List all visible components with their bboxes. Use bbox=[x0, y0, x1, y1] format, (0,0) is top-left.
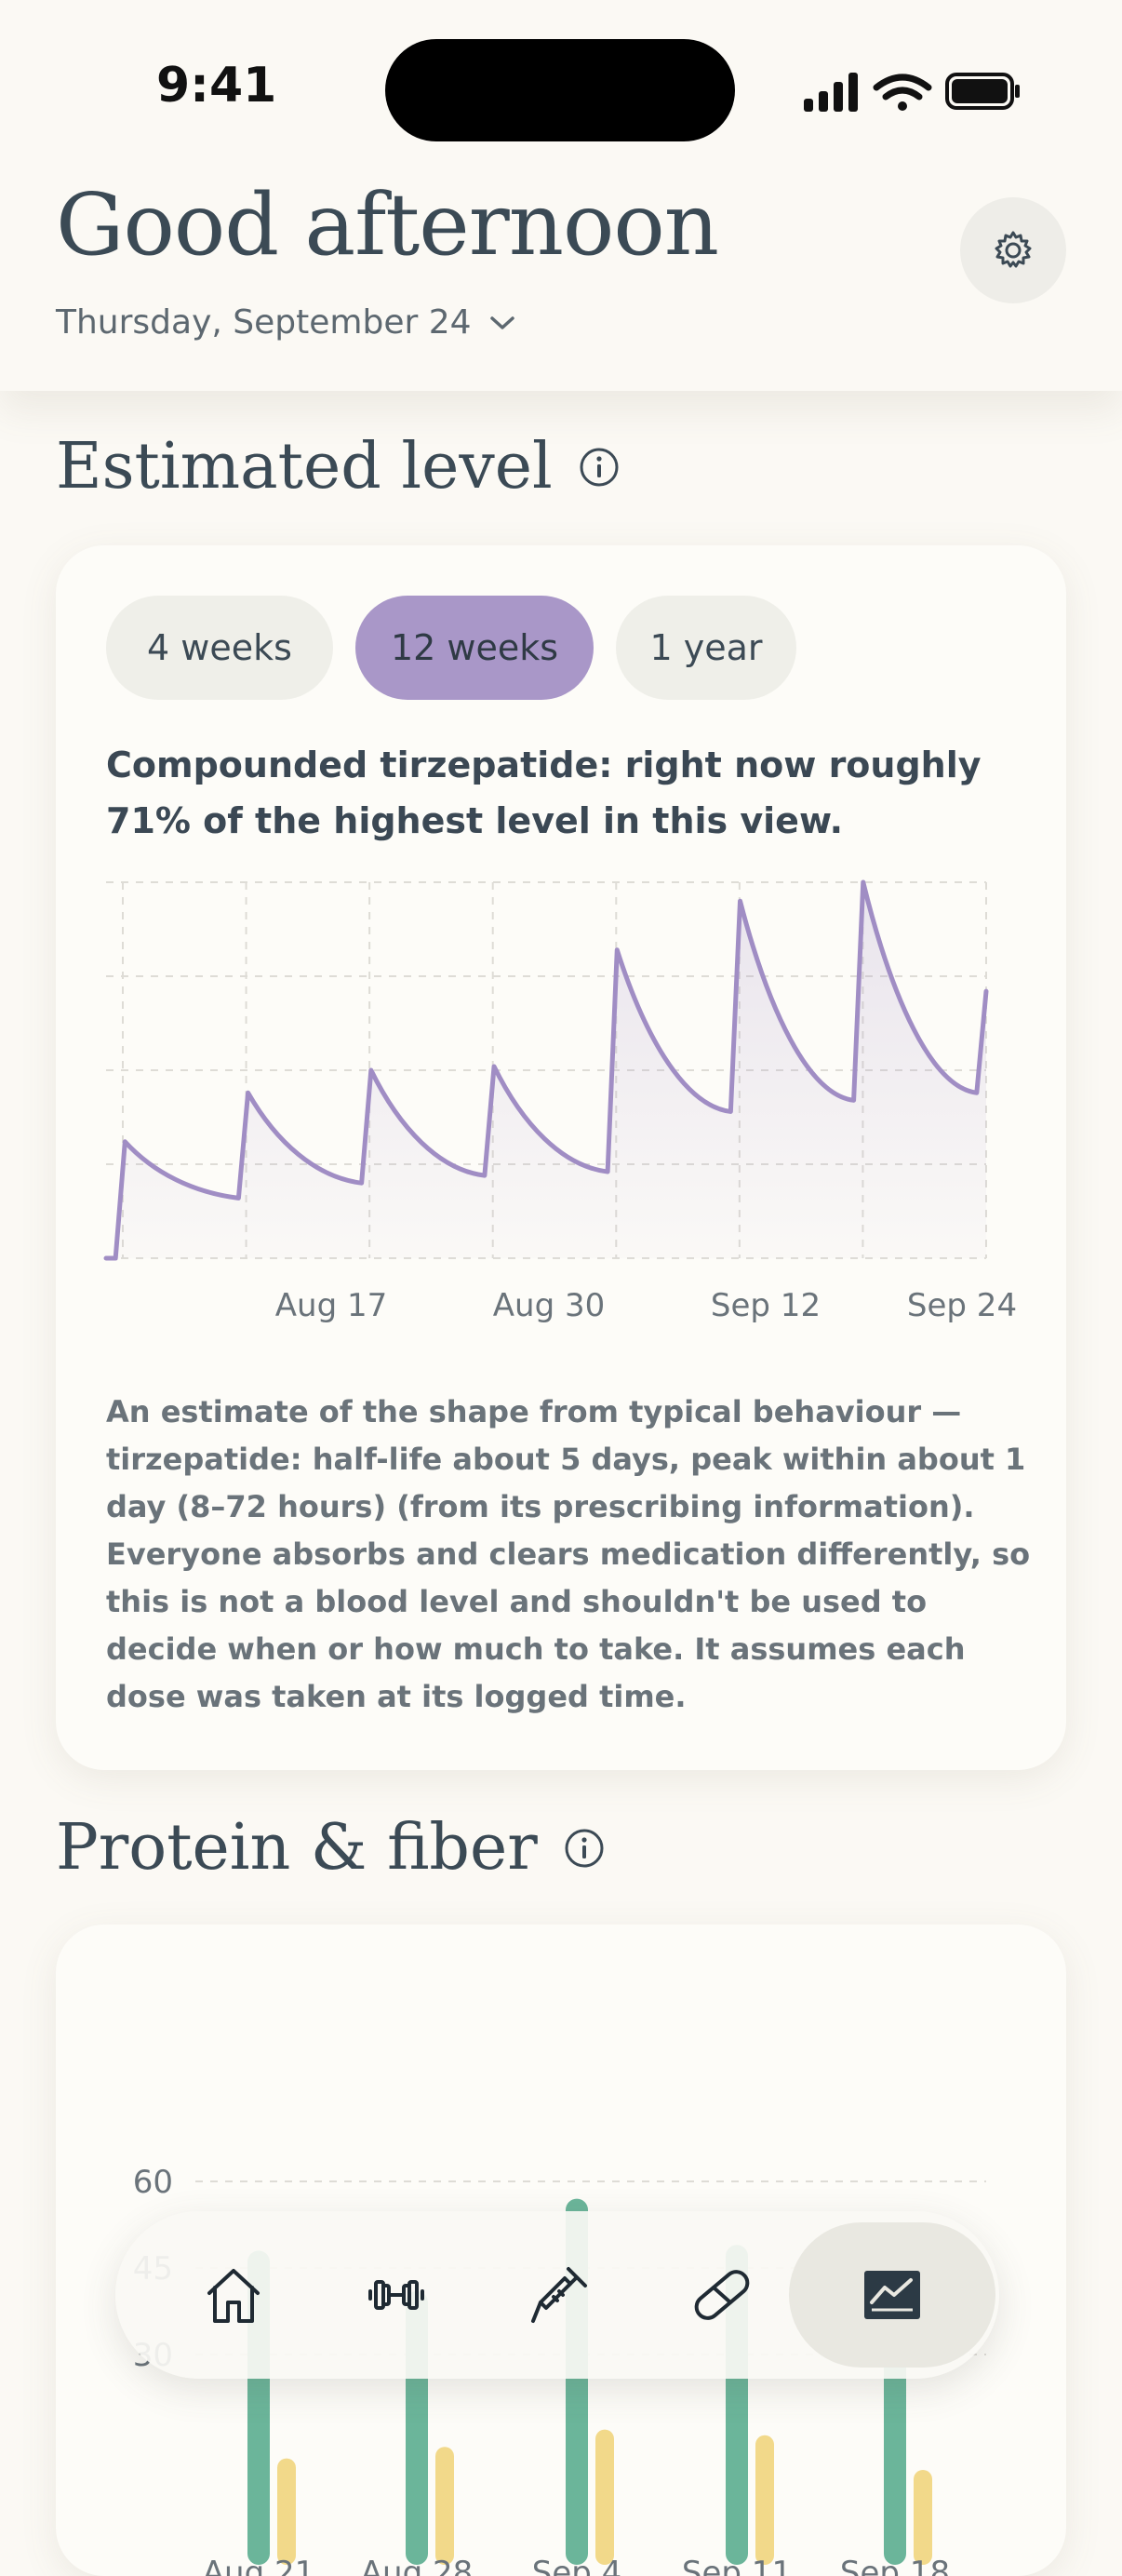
x-tick-label: Aug 30 bbox=[493, 1287, 605, 1324]
status-bar: 9:41 bbox=[0, 0, 1122, 177]
level-line bbox=[103, 879, 989, 1261]
status-icons bbox=[804, 73, 1020, 112]
bottom-tab-bar bbox=[115, 2211, 999, 2379]
fiber-bar bbox=[755, 2435, 774, 2565]
tab-4-weeks[interactable]: 4 weeks bbox=[106, 596, 333, 700]
wifi-icon bbox=[873, 74, 932, 111]
chart-icon bbox=[864, 2271, 920, 2319]
gear-icon bbox=[995, 231, 1032, 268]
level-summary: Compounded tirzepatide: right now roughl… bbox=[106, 745, 982, 841]
y-tick-label: 60 bbox=[133, 2164, 173, 2201]
date-label: Thursday, September 24 bbox=[56, 303, 472, 342]
estimated-level-chart: Aug 17 Aug 30 Sep 12 Sep 24 bbox=[103, 879, 1017, 1324]
settings-button[interactable] bbox=[960, 197, 1066, 303]
x-axis-labels: Aug 17 Aug 30 Sep 12 Sep 24 bbox=[275, 1287, 1017, 1324]
level-disclaimer: An estimate of the shape from typical be… bbox=[106, 1394, 1031, 1714]
x-tick-label: Aug 28 bbox=[361, 2555, 473, 2576]
dynamic-island bbox=[385, 39, 735, 141]
date-selector[interactable]: Thursday, September 24 bbox=[56, 303, 516, 342]
tab-trends[interactable] bbox=[822, 2211, 962, 2379]
tab-1-year[interactable]: 1 year bbox=[616, 596, 796, 700]
x-tick-label: Aug 21 bbox=[203, 2555, 314, 2576]
fiber-bar bbox=[914, 2470, 932, 2565]
x-tick-label: Sep 12 bbox=[711, 1287, 821, 1324]
tab-medications[interactable] bbox=[652, 2211, 792, 2379]
dumbbell-icon bbox=[368, 2280, 424, 2310]
protein-fiber-title-row: Protein & fiber bbox=[56, 1811, 605, 1885]
x-tick-label: Sep 11 bbox=[682, 2555, 792, 2576]
info-icon[interactable] bbox=[579, 447, 620, 488]
tab-label: 1 year bbox=[649, 627, 763, 668]
level-area-fill bbox=[106, 882, 986, 1258]
pill-icon bbox=[694, 2270, 750, 2320]
tab-injections[interactable] bbox=[489, 2211, 629, 2379]
info-icon[interactable] bbox=[564, 1828, 605, 1869]
cellular-signal-icon bbox=[804, 73, 858, 112]
estimated-level-card: 4 weeks 12 weeks 1 year Compounded tirze… bbox=[56, 545, 1066, 1770]
estimated-level-title-row: Estimated level bbox=[56, 430, 620, 503]
home-icon bbox=[207, 2269, 260, 2323]
x-tick-label: Sep 18 bbox=[840, 2555, 950, 2576]
fiber-bar bbox=[277, 2458, 296, 2565]
syringe-icon bbox=[531, 2267, 587, 2323]
greeting-title: Good afternoon bbox=[56, 175, 719, 275]
battery-icon bbox=[945, 73, 1020, 110]
tab-home[interactable] bbox=[164, 2211, 303, 2379]
status-time: 9:41 bbox=[156, 58, 277, 114]
tab-label: 12 weeks bbox=[390, 627, 559, 668]
tab-workouts[interactable] bbox=[327, 2211, 466, 2379]
fiber-bar bbox=[595, 2429, 614, 2565]
x-tick-label: Sep 24 bbox=[907, 1287, 1017, 1324]
tab-12-weeks[interactable]: 12 weeks bbox=[355, 596, 594, 700]
fiber-bar bbox=[435, 2447, 454, 2565]
x-axis-labels: Aug 21 Aug 28 Sep 4 Sep 11 Sep 18 bbox=[203, 2555, 950, 2576]
protein-fiber-title: Protein & fiber bbox=[56, 1811, 538, 1885]
x-tick-label: Aug 17 bbox=[275, 1287, 387, 1324]
estimated-level-title: Estimated level bbox=[56, 430, 553, 503]
x-tick-label: Sep 4 bbox=[532, 2555, 622, 2576]
chevron-down-icon bbox=[489, 315, 514, 329]
tab-label: 4 weeks bbox=[147, 627, 292, 668]
